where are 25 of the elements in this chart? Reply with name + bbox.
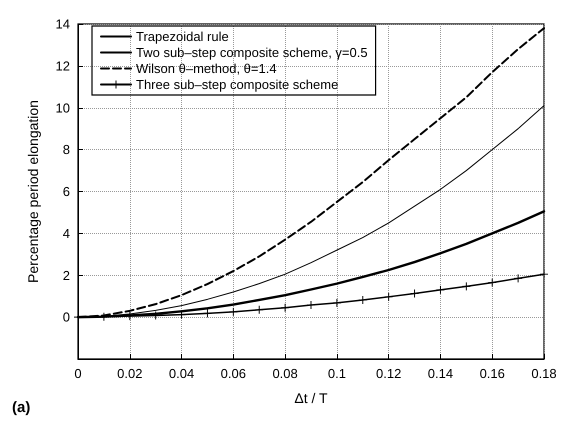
x-tick-label: 0.06 [220,366,246,381]
x-tick-label: 0.18 [531,366,557,381]
x-axis-title: Δt / T [294,390,328,406]
x-tick-label: 0.08 [272,366,298,381]
x-tick-label: 0.04 [168,366,194,381]
x-tick-label: 0.1 [328,366,346,381]
y-tick-label: 0 [62,310,70,325]
y-tick-label: 8 [62,142,70,158]
legend-label: Three sub–step composite scheme [136,77,338,92]
y-tick-label: 10 [56,100,70,116]
y-tick-label: 12 [56,58,70,74]
x-tick-label: 0.02 [117,366,142,381]
x-tick-label: 0.12 [376,366,402,381]
y-tick-label: 2 [62,268,70,283]
x-tick-label: 0.16 [480,366,505,381]
y-tick-label: 4 [62,226,70,241]
legend-label: Two sub–step composite scheme, γ=0.5 [136,45,368,60]
x-tick-label: 0 [74,366,82,381]
legend-label: Wilson θ–method, θ=1.4 [136,61,277,76]
y-axis-title: Percentage period elongation [25,100,41,283]
x-tick-label: 0.14 [428,366,454,381]
y-tick-label: 6 [62,184,70,199]
text: (a) [12,399,30,416]
legend-label: Trapezoidal rule [136,29,229,44]
y-tick-label: 14 [56,16,70,32]
